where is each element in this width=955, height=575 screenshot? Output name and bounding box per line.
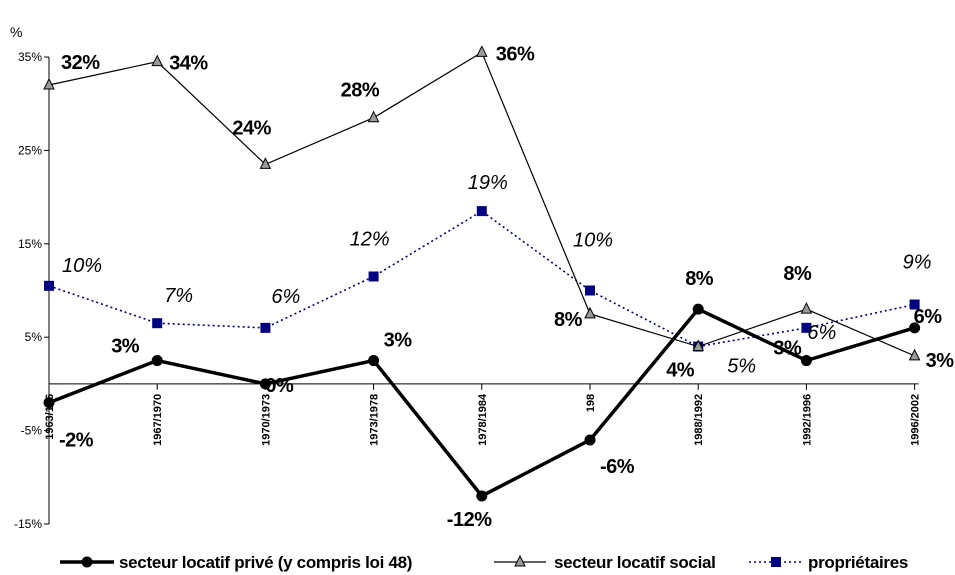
data-label: 5% [727,356,756,378]
data-label: 6% [271,286,300,308]
y-tick-label: 15% [18,237,42,251]
data-label: -2% [59,430,94,452]
data-point-marker [151,54,164,67]
legend-marker [771,557,781,567]
y-tick-label: 5% [25,330,43,344]
y-tick-label: 25% [18,143,42,157]
data-point-marker [368,355,380,367]
y-axis-ticks: 35% 25% 15% 5% -5% -15% [14,50,49,531]
data-label: 3% [773,338,802,360]
legend-marker [81,556,93,568]
data-point-marker [43,397,55,409]
data-point-marker [476,490,488,502]
data-label: 8% [685,268,714,290]
data-point-marker [800,355,812,367]
x-tick-label: 1992/1996 [801,394,813,446]
x-tick-label: 198 [585,394,597,412]
data-point-marker [151,355,163,367]
data-point-marker [584,434,596,446]
series-layer [43,45,921,502]
data-point-marker [692,339,705,352]
data-label: 3% [111,336,140,358]
data-point-marker [152,318,163,329]
data-point-marker [367,110,380,123]
data-point-marker [800,302,813,314]
legend-label: propriétaires [808,553,908,572]
legend: secteur locatif privé (y compris loi 48)… [60,553,908,572]
data-point-marker [585,285,595,296]
data-point-marker [801,322,812,333]
data-label: 7% [164,285,193,307]
data-label: 10% [573,230,613,252]
data-label: 3% [384,330,413,352]
data-label: 24% [232,117,271,139]
y-tick-label: 35% [18,50,42,64]
x-tick-label: 1988/1992 [693,394,705,446]
data-label: 6% [807,322,836,344]
data-labels-layer: -2%3%0%3%-12%-6%8%3%6%32% 34%24%28%36%8%4… [59,43,955,531]
data-point-marker [475,45,488,57]
y-axis-unit-label: % [10,24,22,40]
data-point-marker [43,77,55,90]
data-label: -6% [600,456,635,478]
x-tick-label: 1996/2002 [910,394,922,446]
legend-marker [514,554,526,567]
y-tick-label: -15% [14,517,42,531]
data-label: -12% [447,509,492,531]
data-point-marker [44,280,54,291]
x-tick-label: 1978/1984 [477,393,489,446]
data-label: 6% [914,306,943,328]
data-point-marker [584,306,596,319]
data-label: 28% [341,80,380,102]
data-point-marker [909,322,921,334]
x-axis-ticks: 1963/196 1967/1970 1970/1973 1973/1978 1978/… [44,383,922,446]
data-label: 8% [554,309,583,331]
data-point-marker [692,303,704,315]
legend-label: secteur locatif privé (y compris loi 48) [119,553,412,572]
x-tick-label: 1967/1970 [152,394,164,446]
data-point-marker [368,271,379,282]
series-line [48,210,915,348]
data-label: 34% [169,53,208,75]
data-point-marker [259,157,272,169]
data-point-marker [909,299,920,310]
data-point-marker [259,378,271,390]
y-tick-label: -5% [21,424,43,438]
data-label: 8% [783,263,812,285]
data-label: 36% [496,43,535,65]
data-label: 12% [350,228,390,250]
data-label: 9% [903,252,932,274]
x-tick-label: 1970/1973 [260,394,272,446]
data-point-marker [908,348,921,361]
data-point-marker [476,206,487,217]
legend-label: secteur locatif social [554,553,716,572]
data-label: 0% [265,375,294,397]
x-tick-label: 1973/1978 [369,394,381,446]
data-label: 32% [61,52,100,74]
data-label: 19% [468,172,508,194]
data-label: 10% [62,255,102,277]
series-line [48,51,915,357]
data-label: 3% [926,350,955,372]
data-label: 4% [666,360,695,382]
data-point-marker [260,322,271,333]
